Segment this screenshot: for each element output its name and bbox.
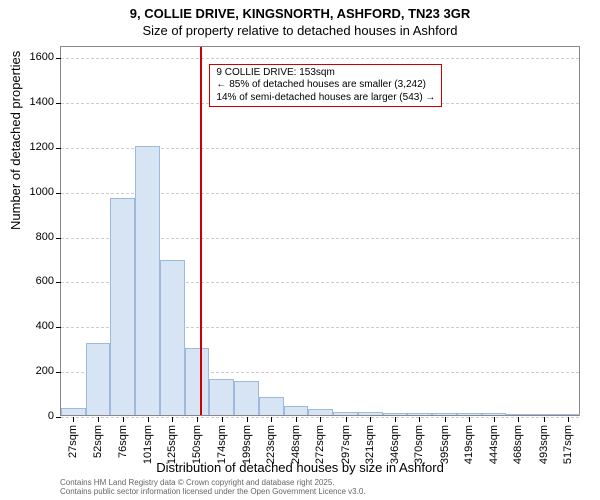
xtick-label: 125sqm	[166, 425, 178, 464]
plot-box: 27sqm52sqm76sqm101sqm125sqm150sqm174sqm1…	[60, 46, 580, 416]
xtick-label: 517sqm	[562, 425, 574, 464]
ytick-mark	[56, 103, 61, 104]
xtick-mark	[197, 417, 198, 422]
xtick-label: 27sqm	[67, 425, 79, 458]
annotation-line2: ← 85% of detached houses are smaller (3,…	[216, 79, 435, 92]
xtick-mark	[271, 417, 272, 422]
ytick-label: 0	[14, 410, 54, 422]
xtick-mark	[73, 417, 74, 422]
ytick-label: 400	[14, 320, 54, 332]
xtick-label: 76sqm	[117, 425, 129, 458]
histogram-bar	[234, 381, 259, 415]
ytick-label: 600	[14, 275, 54, 287]
chart-title-line2: Size of property relative to detached ho…	[0, 21, 600, 38]
xtick-mark	[247, 417, 248, 422]
xtick-label: 419sqm	[463, 425, 475, 464]
x-axis-label: Distribution of detached houses by size …	[0, 460, 600, 475]
xtick-mark	[494, 417, 495, 422]
histogram-bar	[308, 409, 333, 415]
annotation-callout: 9 COLLIE DRIVE: 153sqm← 85% of detached …	[209, 64, 442, 108]
ytick-mark	[56, 372, 61, 373]
xtick-mark	[98, 417, 99, 422]
histogram-bar	[457, 413, 482, 415]
xtick-label: 248sqm	[290, 425, 302, 464]
histogram-bar	[185, 348, 210, 415]
xtick-mark	[320, 417, 321, 422]
ytick-mark	[56, 148, 61, 149]
xtick-label: 468sqm	[512, 425, 524, 464]
xtick-label: 199sqm	[241, 425, 253, 464]
histogram-bar	[110, 198, 135, 416]
ytick-label: 1600	[14, 51, 54, 63]
ytick-label: 1400	[14, 96, 54, 108]
chart-container: 9, COLLIE DRIVE, KINGSNORTH, ASHFORD, TN…	[0, 0, 600, 500]
xtick-label: 321sqm	[364, 425, 376, 464]
xtick-mark	[469, 417, 470, 422]
ytick-mark	[56, 417, 61, 418]
histogram-bar	[333, 412, 358, 415]
ytick-mark	[56, 282, 61, 283]
ytick-label: 800	[14, 231, 54, 243]
histogram-bar	[482, 413, 507, 415]
xtick-label: 174sqm	[216, 425, 228, 464]
xtick-mark	[568, 417, 569, 422]
histogram-bar	[432, 413, 457, 415]
histogram-bar	[556, 414, 581, 415]
xtick-label: 346sqm	[389, 425, 401, 464]
xtick-mark	[445, 417, 446, 422]
ytick-label: 200	[14, 365, 54, 377]
xtick-label: 101sqm	[142, 425, 154, 464]
xtick-mark	[148, 417, 149, 422]
histogram-bar	[284, 406, 309, 415]
attribution-text: Contains HM Land Registry data © Crown c…	[60, 478, 366, 496]
xtick-label: 272sqm	[314, 425, 326, 464]
histogram-bar	[160, 260, 185, 415]
xtick-mark	[296, 417, 297, 422]
histogram-bar	[209, 379, 234, 415]
xtick-mark	[346, 417, 347, 422]
xtick-mark	[419, 417, 420, 422]
plot-area: 27sqm52sqm76sqm101sqm125sqm150sqm174sqm1…	[60, 46, 580, 416]
gridline	[61, 58, 579, 59]
chart-title-line1: 9, COLLIE DRIVE, KINGSNORTH, ASHFORD, TN…	[0, 0, 600, 21]
ytick-mark	[56, 238, 61, 239]
ytick-mark	[56, 327, 61, 328]
xtick-label: 370sqm	[413, 425, 425, 464]
histogram-bar	[61, 408, 86, 415]
xtick-label: 444sqm	[488, 425, 500, 464]
annotation-line1: 9 COLLIE DRIVE: 153sqm	[216, 67, 435, 80]
attribution-line2: Contains public sector information licen…	[60, 487, 366, 496]
histogram-bar	[358, 412, 383, 415]
xtick-mark	[123, 417, 124, 422]
xtick-mark	[395, 417, 396, 422]
ytick-label: 1000	[14, 186, 54, 198]
ytick-label: 1200	[14, 141, 54, 153]
histogram-bar	[506, 414, 531, 415]
ytick-mark	[56, 58, 61, 59]
xtick-mark	[518, 417, 519, 422]
xtick-label: 52sqm	[92, 425, 104, 458]
histogram-bar	[531, 414, 556, 415]
histogram-bar	[135, 146, 160, 415]
xtick-label: 223sqm	[265, 425, 277, 464]
ytick-mark	[56, 193, 61, 194]
annotation-line3: 14% of semi-detached houses are larger (…	[216, 92, 435, 105]
xtick-label: 297sqm	[340, 425, 352, 464]
histogram-bar	[86, 343, 111, 415]
subject-property-marker	[200, 47, 202, 415]
histogram-bar	[259, 397, 284, 415]
histogram-bar	[383, 413, 408, 415]
xtick-mark	[370, 417, 371, 422]
xtick-label: 395sqm	[439, 425, 451, 464]
histogram-bar	[407, 413, 432, 415]
xtick-mark	[222, 417, 223, 422]
xtick-label: 493sqm	[538, 425, 550, 464]
xtick-label: 150sqm	[191, 425, 203, 464]
xtick-mark	[172, 417, 173, 422]
xtick-mark	[544, 417, 545, 422]
attribution-line1: Contains HM Land Registry data © Crown c…	[60, 478, 366, 487]
